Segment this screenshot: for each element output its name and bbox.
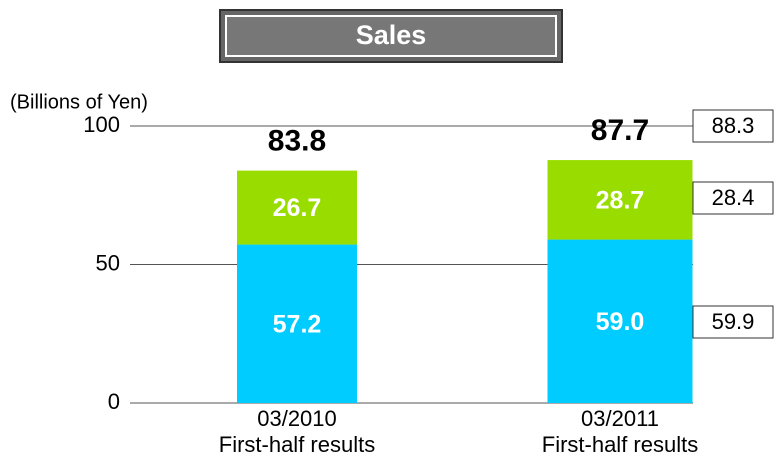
side-box <box>692 109 774 143</box>
y-axis-label: (Billions of Yen) <box>10 91 148 113</box>
title-inner-box <box>225 15 557 57</box>
bar-segment <box>547 160 693 240</box>
y-tick-label: 0 <box>108 389 120 414</box>
total-label: 87.7 <box>591 114 649 147</box>
x-tick-note: First-half results <box>542 432 698 457</box>
value-label: 59.0 <box>596 308 645 336</box>
value-label: 28.7 <box>596 186 645 214</box>
side-value: 59.9 <box>712 309 755 334</box>
x-tick-label: 03/2011 <box>581 406 659 431</box>
y-tick-label: 50 <box>96 250 120 275</box>
x-tick-label: 03/2010 <box>257 406 337 431</box>
side-box <box>692 305 774 339</box>
value-label: 26.7 <box>273 194 322 222</box>
side-value: 28.4 <box>712 185 755 210</box>
side-value: 88.3 <box>712 113 755 138</box>
y-tick-label: 100 <box>83 112 120 137</box>
bar-segment <box>237 244 357 403</box>
chart-title: Sales <box>356 20 427 50</box>
side-box <box>692 181 774 215</box>
bar-segment <box>547 239 693 403</box>
bar-segment <box>237 170 357 245</box>
value-label: 57.2 <box>273 310 322 338</box>
x-tick-note: First-half results <box>219 432 375 457</box>
total-label: 83.8 <box>268 125 326 158</box>
